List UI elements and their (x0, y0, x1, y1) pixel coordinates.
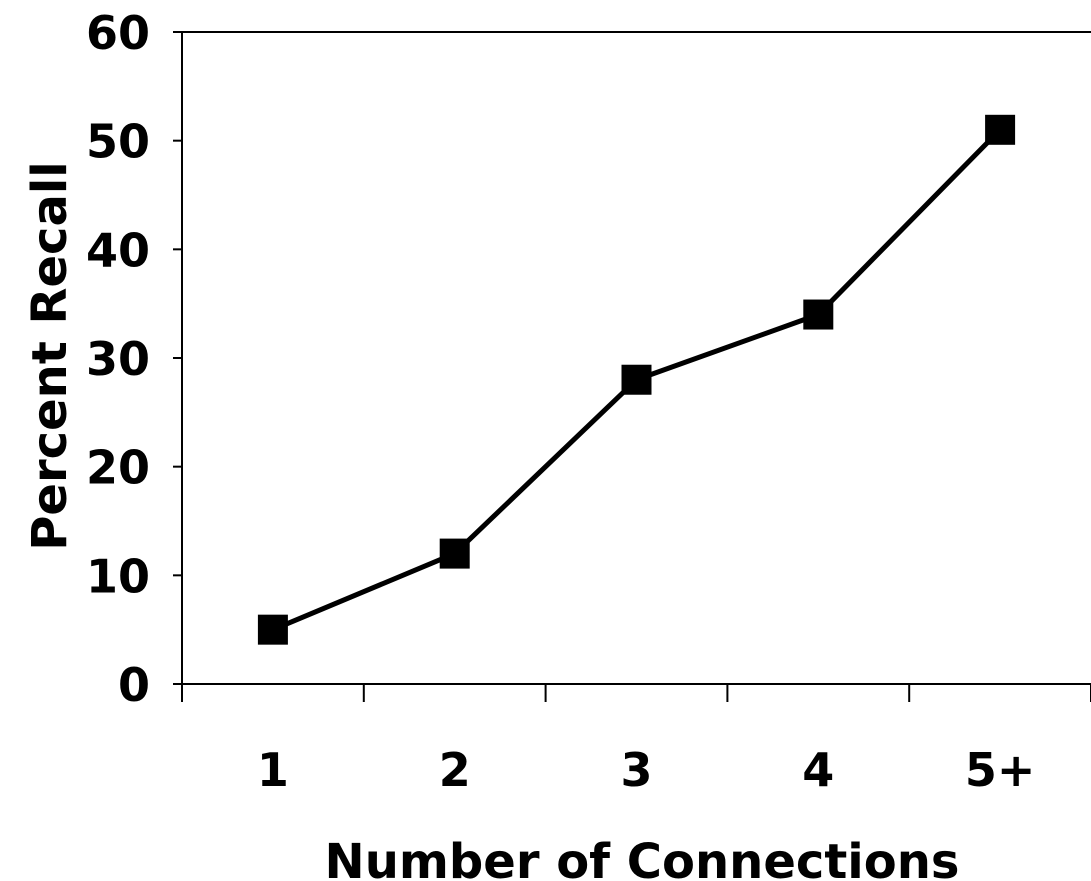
data-point-marker (439, 538, 470, 569)
data-point-marker (985, 114, 1016, 145)
x-tick-label: 1 (257, 743, 289, 797)
x-tick-label: 4 (802, 743, 834, 797)
x-axis-title: Number of Connections (325, 834, 960, 881)
y-tick-label: 20 (86, 441, 150, 495)
y-tick-label: 40 (86, 223, 150, 277)
y-tick-label: 30 (86, 332, 150, 386)
y-tick-label: 0 (118, 658, 150, 712)
x-tick-label: 5+ (965, 743, 1036, 797)
data-point-marker (257, 614, 288, 645)
y-axis-title: Percent Recall (22, 161, 78, 551)
series-group (257, 114, 1016, 645)
x-tick-label: 2 (439, 743, 471, 797)
x-tick-label: 3 (620, 743, 652, 797)
data-point-marker (803, 299, 834, 330)
x-axis: 1 2 3 4 5+ (181, 683, 1091, 797)
y-axis: 0 10 20 30 40 50 60 (86, 6, 1091, 712)
y-tick-label: 50 (86, 115, 150, 169)
y-tick-label: 60 (86, 6, 150, 60)
y-tick-label: 10 (86, 549, 150, 603)
data-point-marker (621, 364, 652, 395)
